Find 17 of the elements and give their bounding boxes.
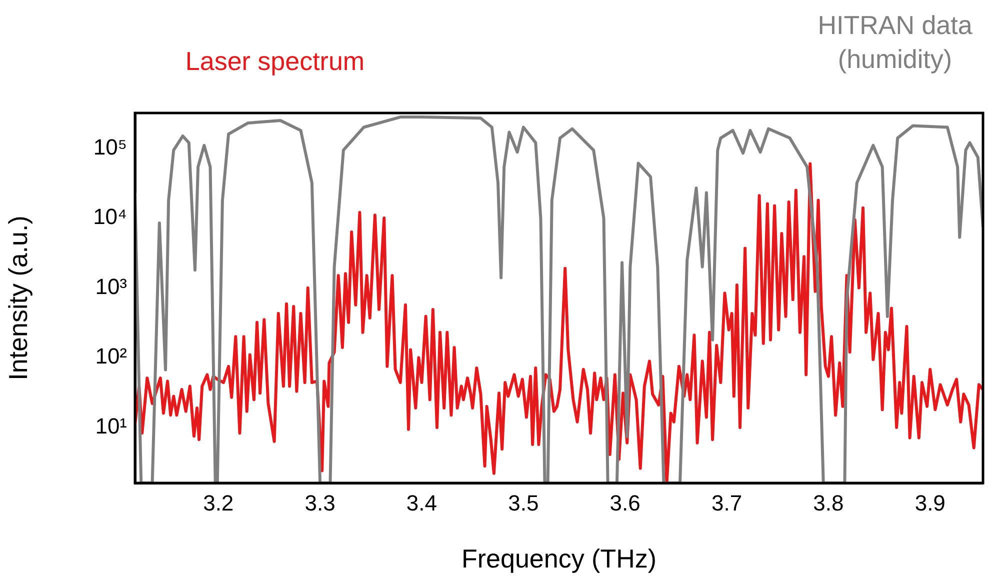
y-axis-title: Intensity (a.u.) <box>2 216 33 380</box>
x-tick-label: 3.5 <box>508 490 539 516</box>
text: Laser spectrum <box>184 45 366 78</box>
y-tick-label: 10³ <box>95 274 127 299</box>
x-tick-label: 3.8 <box>813 490 844 516</box>
x-axis-title: Frequency (THz) <box>461 544 657 574</box>
y-tick-label: 10¹ <box>95 414 127 439</box>
x-tick-label: 3.2 <box>203 490 234 516</box>
x-tick-label: 3.4 <box>406 490 438 516</box>
y-tick-label: 10⁴ <box>93 204 127 230</box>
y-tick-label: 10² <box>95 344 127 369</box>
x-tick-label: 3.9 <box>914 490 946 516</box>
text: HITRAN data (humidity) <box>816 9 974 76</box>
y-tick-label: 10⁵ <box>93 134 127 160</box>
x-tick-label: 3.3 <box>304 490 336 516</box>
x-tick-label: 3.6 <box>610 490 640 516</box>
x-tick-label: 3.7 <box>711 490 742 516</box>
